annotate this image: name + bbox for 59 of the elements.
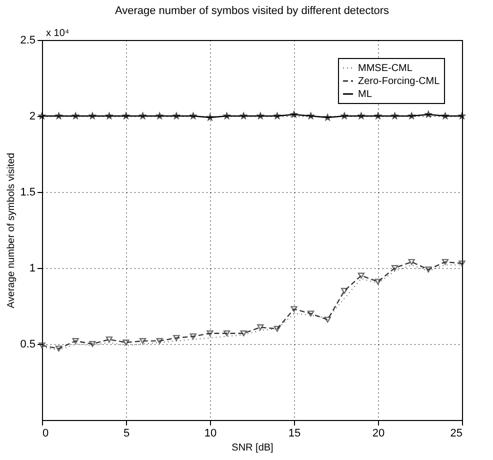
point: [240, 330, 247, 336]
point: [425, 266, 432, 272]
point: [156, 112, 163, 119]
text: x 10⁴: [46, 28, 70, 39]
point: [341, 112, 348, 119]
y-tick-label: 2.5: [20, 34, 36, 46]
x-tick-label: 15: [288, 428, 301, 440]
point: [458, 112, 466, 119]
point: [89, 112, 96, 119]
point: [374, 112, 382, 119]
point: [156, 338, 163, 344]
point: [139, 338, 146, 344]
point: [89, 341, 96, 347]
point: [408, 258, 415, 265]
point: [374, 278, 382, 285]
y-tick-label: 1: [29, 262, 36, 274]
point: [206, 330, 214, 336]
point: [324, 316, 331, 323]
point: [458, 260, 466, 266]
y-tick-label: 2: [29, 110, 36, 122]
point: [206, 114, 214, 120]
x-tick-label: 25: [450, 428, 462, 440]
point: [307, 310, 314, 317]
point: [324, 114, 331, 120]
point: [341, 288, 348, 294]
point: [173, 334, 180, 341]
point: [425, 111, 432, 118]
x-tick-label: 10: [204, 428, 217, 440]
point: [173, 112, 180, 119]
point: [442, 258, 449, 265]
point: [290, 306, 298, 312]
point: [55, 346, 62, 352]
point: [290, 111, 298, 118]
point: [38, 342, 46, 348]
chart-title: Average number of symbos visited by different detectors: [114, 5, 390, 17]
point: [257, 112, 264, 119]
point: [190, 333, 197, 340]
point: [257, 324, 264, 330]
point: [391, 265, 398, 271]
x-tick-label: 5: [123, 428, 130, 440]
y-tick-label: 0.5: [20, 338, 36, 350]
x-axis-title: SNR [dB]: [232, 442, 274, 454]
legend-label: Zero-Forcing-CML: [358, 76, 440, 87]
y-tick-label: 1.5: [20, 186, 36, 198]
point: [274, 326, 281, 332]
point: [122, 112, 130, 119]
y-axis-title: Average number of symbols visited: [6, 152, 18, 308]
point: [72, 338, 79, 344]
point: [72, 112, 79, 119]
point: [240, 112, 247, 119]
x-tick-label: 0: [42, 428, 49, 440]
legend-label: MMSE-CML: [358, 63, 413, 74]
legend-label: ML: [358, 89, 372, 100]
point: [358, 272, 365, 279]
point: [106, 336, 113, 342]
point: [223, 330, 230, 336]
point: [408, 112, 415, 119]
x-tick-label: 20: [372, 428, 385, 440]
point: [122, 340, 130, 346]
